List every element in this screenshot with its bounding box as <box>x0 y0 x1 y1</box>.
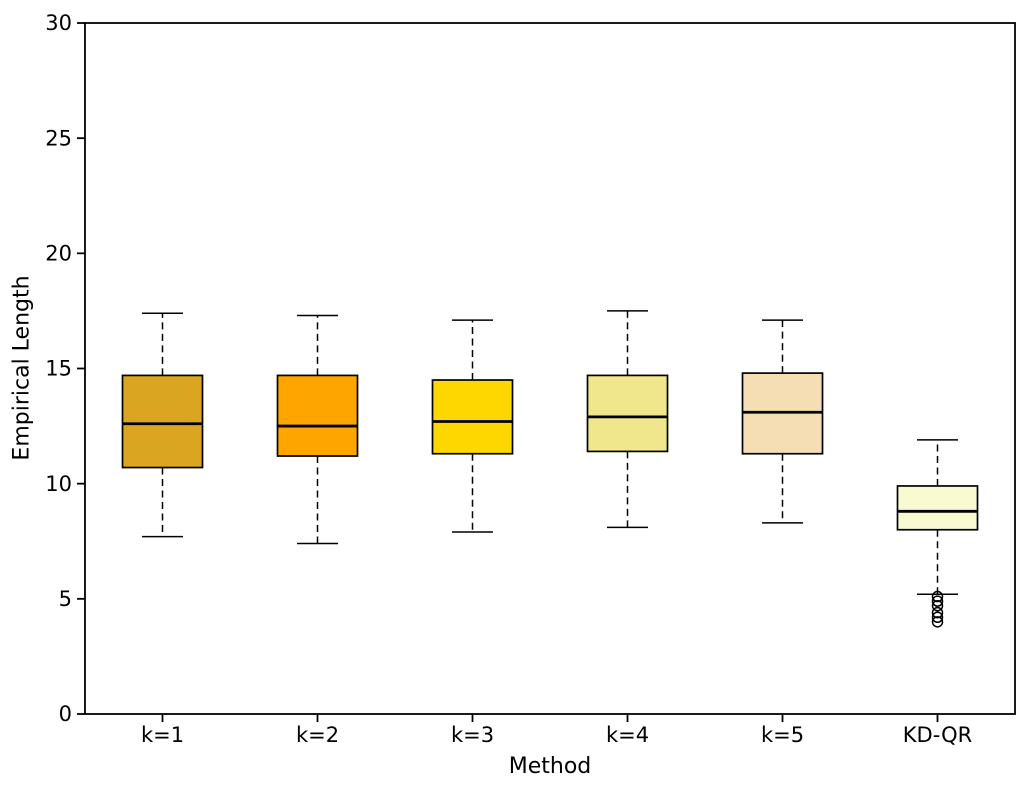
x-tick-label-k-4: k=4 <box>606 723 649 747</box>
box-k-1 <box>121 374 204 469</box>
plot-frame <box>84 22 1016 715</box>
box-k-4 <box>586 374 669 453</box>
outlier-point-kd-qr <box>931 595 944 607</box>
box-kd-qr <box>896 485 979 531</box>
y-tick-label: 15 <box>45 357 72 381</box>
y-tick-label: 30 <box>45 11 72 35</box>
y-tick-label: 10 <box>45 472 72 496</box>
outlier-point-kd-qr <box>931 590 944 603</box>
y-tick-label: 5 <box>59 587 72 611</box>
y-tick-label: 20 <box>45 242 72 266</box>
x-tick-label-k-3: k=3 <box>451 723 494 747</box>
box-k-2 <box>276 374 359 457</box>
outlier-point-kd-qr <box>931 611 944 624</box>
x-tick-label-kd-qr: KD-QR <box>903 723 972 747</box>
x-tick-label-k-5: k=5 <box>761 723 804 747</box>
outlier-point-kd-qr <box>931 616 944 628</box>
y-tick-label: 0 <box>59 702 72 726</box>
y-tick-label: 25 <box>45 126 72 150</box>
x-tick-label-k-1: k=1 <box>141 723 184 747</box>
x-tick-label-k-2: k=2 <box>296 723 339 747</box>
x-axis-label: Method <box>508 754 592 779</box>
outlier-point-kd-qr <box>931 606 944 619</box>
box-k-3 <box>431 379 514 455</box>
outlier-point-kd-qr <box>931 599 944 612</box>
y-axis-label: Empirical Length <box>9 275 35 461</box>
